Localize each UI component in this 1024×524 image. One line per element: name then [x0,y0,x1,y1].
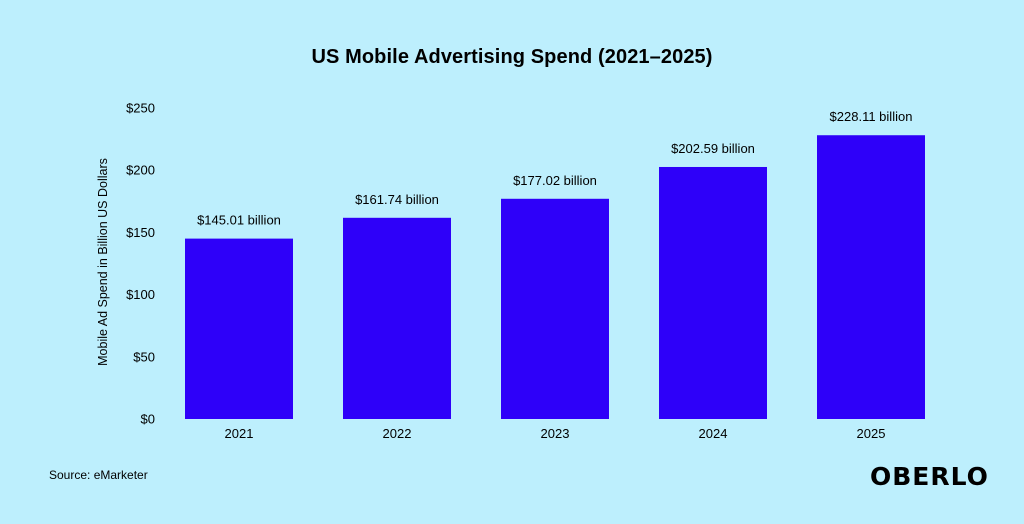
data-label: $177.02 billion [513,173,597,188]
x-tick-label: 2021 [225,426,254,441]
data-label: $228.11 billion [830,109,913,124]
bars-group [185,135,925,420]
x-tick-label: 2022 [383,426,412,441]
bar [343,217,451,419]
y-tick-label: $50 [133,349,155,364]
bar [659,166,767,419]
data-label: $145.01 billion [197,213,281,228]
y-tick-label: $150 [126,225,155,240]
bar [185,238,293,419]
data-label: $202.59 billion [671,141,755,156]
x-axis-ticks: 2021 2022 2023 2024 2025 [225,426,886,441]
y-tick-label: $250 [126,101,155,116]
chart-title: US Mobile Advertising Spend (2021–2025) [311,46,713,68]
bar [501,198,609,419]
y-tick-label: $0 [141,412,155,427]
x-tick-label: 2024 [699,426,728,441]
bar [817,135,925,420]
x-tick-label: 2025 [857,426,886,441]
oberlo-logo: OBERLO [870,462,989,491]
data-label: $161.74 billion [355,192,439,207]
x-tick-label: 2023 [541,426,570,441]
y-tick-label: $200 [126,163,155,178]
y-tick-label: $100 [126,287,155,302]
data-labels-group: $145.01 billion $161.74 billion $177.02 bi… [197,109,912,227]
source-note: Source: eMarketer [49,468,148,482]
y-axis-ticks: $0 $50 $100 $150 $200 $250 [126,101,155,427]
